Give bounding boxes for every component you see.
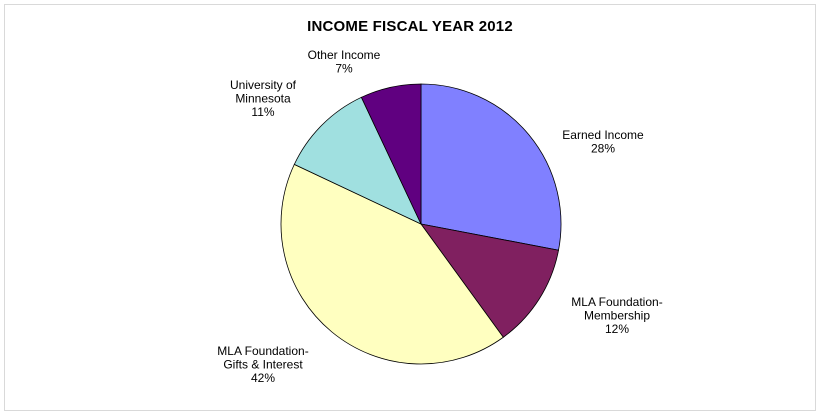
- slice-percent: 28%: [591, 142, 615, 156]
- slice-name-line: Minnesota: [235, 92, 291, 106]
- pie-slice-3: [293, 96, 422, 225]
- slice-name-line: Membership: [584, 309, 650, 323]
- pie-slice-0: [420, 83, 562, 251]
- slice-label-3: University of Minnesota 11%: [230, 78, 297, 119]
- slice-name-line: Gifts & Interest: [223, 358, 303, 372]
- slice-name-line: Earned Income: [562, 128, 644, 142]
- slice-percent: 11%: [251, 105, 274, 119]
- pie-slice-1: [420, 223, 559, 338]
- slice-name-line: Other Income: [308, 48, 381, 62]
- pie-slice-4: [360, 83, 422, 225]
- slice-label-1: MLA Foundation-Membership 12%: [571, 295, 662, 336]
- slice-name-line: MLA Foundation-: [571, 295, 662, 309]
- slice-name-line: MLA Foundation-: [217, 344, 308, 358]
- slice-percent: 42%: [251, 371, 275, 385]
- chart-title: INCOME FISCAL YEAR 2012: [307, 18, 513, 35]
- slice-percent: 7%: [335, 62, 353, 76]
- slice-label-2: MLA Foundation-Gifts & Interest 42%: [217, 344, 308, 385]
- slice-percent: 12%: [605, 322, 629, 336]
- slice-name-line: University of: [230, 78, 297, 92]
- slice-label-4: Other Income 7%: [308, 48, 381, 76]
- slice-label-0: Earned Income 28%: [562, 128, 644, 156]
- pie-slice-2: [280, 163, 504, 365]
